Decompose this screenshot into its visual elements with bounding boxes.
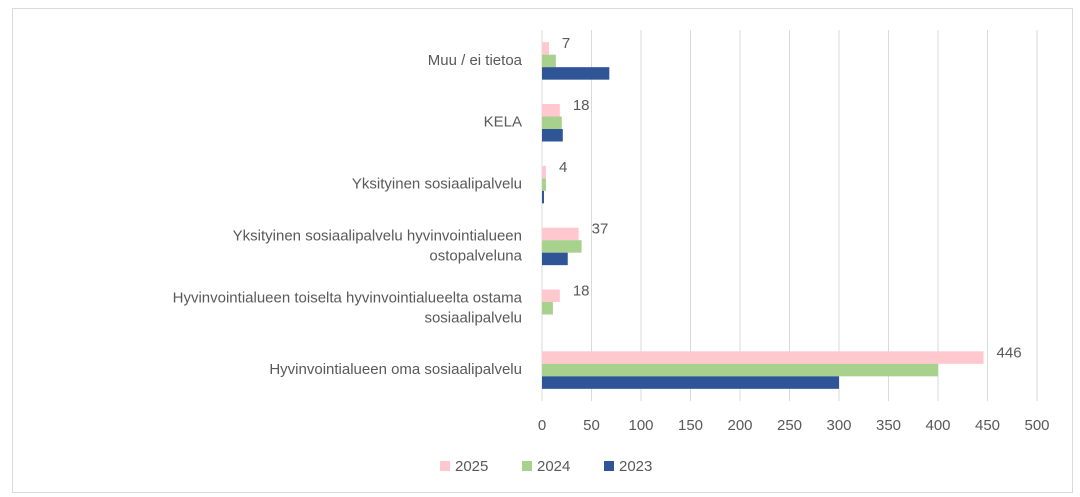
- legend-label: 2023: [619, 458, 652, 475]
- bar: [542, 351, 984, 364]
- bar: [542, 54, 556, 68]
- bar: [542, 363, 938, 377]
- data-label: 18: [573, 97, 590, 114]
- bar: [542, 165, 546, 179]
- legend-label: 2024: [537, 458, 570, 475]
- data-label: 446: [997, 344, 1022, 361]
- bar: [542, 42, 549, 55]
- bar: [542, 190, 544, 204]
- x-tick-label: 450: [975, 417, 1000, 434]
- x-tick-label: 0: [538, 417, 546, 434]
- data-label: 37: [592, 221, 609, 238]
- x-tick-label: 350: [876, 417, 901, 434]
- x-tick-label: 400: [925, 417, 950, 434]
- y-tick-label: KELA: [484, 114, 522, 131]
- bar: [542, 302, 553, 315]
- data-label: 18: [573, 282, 590, 299]
- x-tick-label: 250: [777, 417, 802, 434]
- x-tick-label: 500: [1024, 417, 1049, 434]
- bar: [542, 240, 582, 253]
- legend-label: 2025: [455, 458, 488, 475]
- bar: [542, 227, 579, 241]
- legend-swatch: [522, 461, 532, 471]
- bar: [542, 104, 560, 117]
- y-tick-label: Yksityinen sosiaalipalvelu hyvinvointial…: [233, 227, 523, 264]
- y-tick-label: Hyvinvointialueen oma sosiaalipalvelu: [269, 361, 522, 378]
- x-tick-label: 50: [583, 417, 600, 434]
- y-tick-label: Muu / ei tietoa: [428, 52, 523, 69]
- y-tick-label: Hyvinvointialueen toiselta hyvinvointial…: [173, 289, 523, 326]
- bar: [542, 252, 568, 266]
- bar: [542, 67, 610, 80]
- legend-swatch: [440, 461, 450, 471]
- data-label: 7: [562, 35, 570, 52]
- x-tick-label: 200: [727, 417, 752, 434]
- data-label: 4: [559, 159, 567, 176]
- bar: [542, 289, 560, 302]
- bar: [542, 129, 563, 142]
- x-tick-label: 300: [826, 417, 851, 434]
- bar: [542, 116, 562, 129]
- x-tick-label: 150: [678, 417, 703, 434]
- legend-swatch: [604, 461, 614, 471]
- bar: [542, 178, 546, 191]
- bar: [542, 376, 839, 389]
- y-tick-label: Yksityinen sosiaalipalvelu: [352, 176, 522, 193]
- x-tick-label: 100: [628, 417, 653, 434]
